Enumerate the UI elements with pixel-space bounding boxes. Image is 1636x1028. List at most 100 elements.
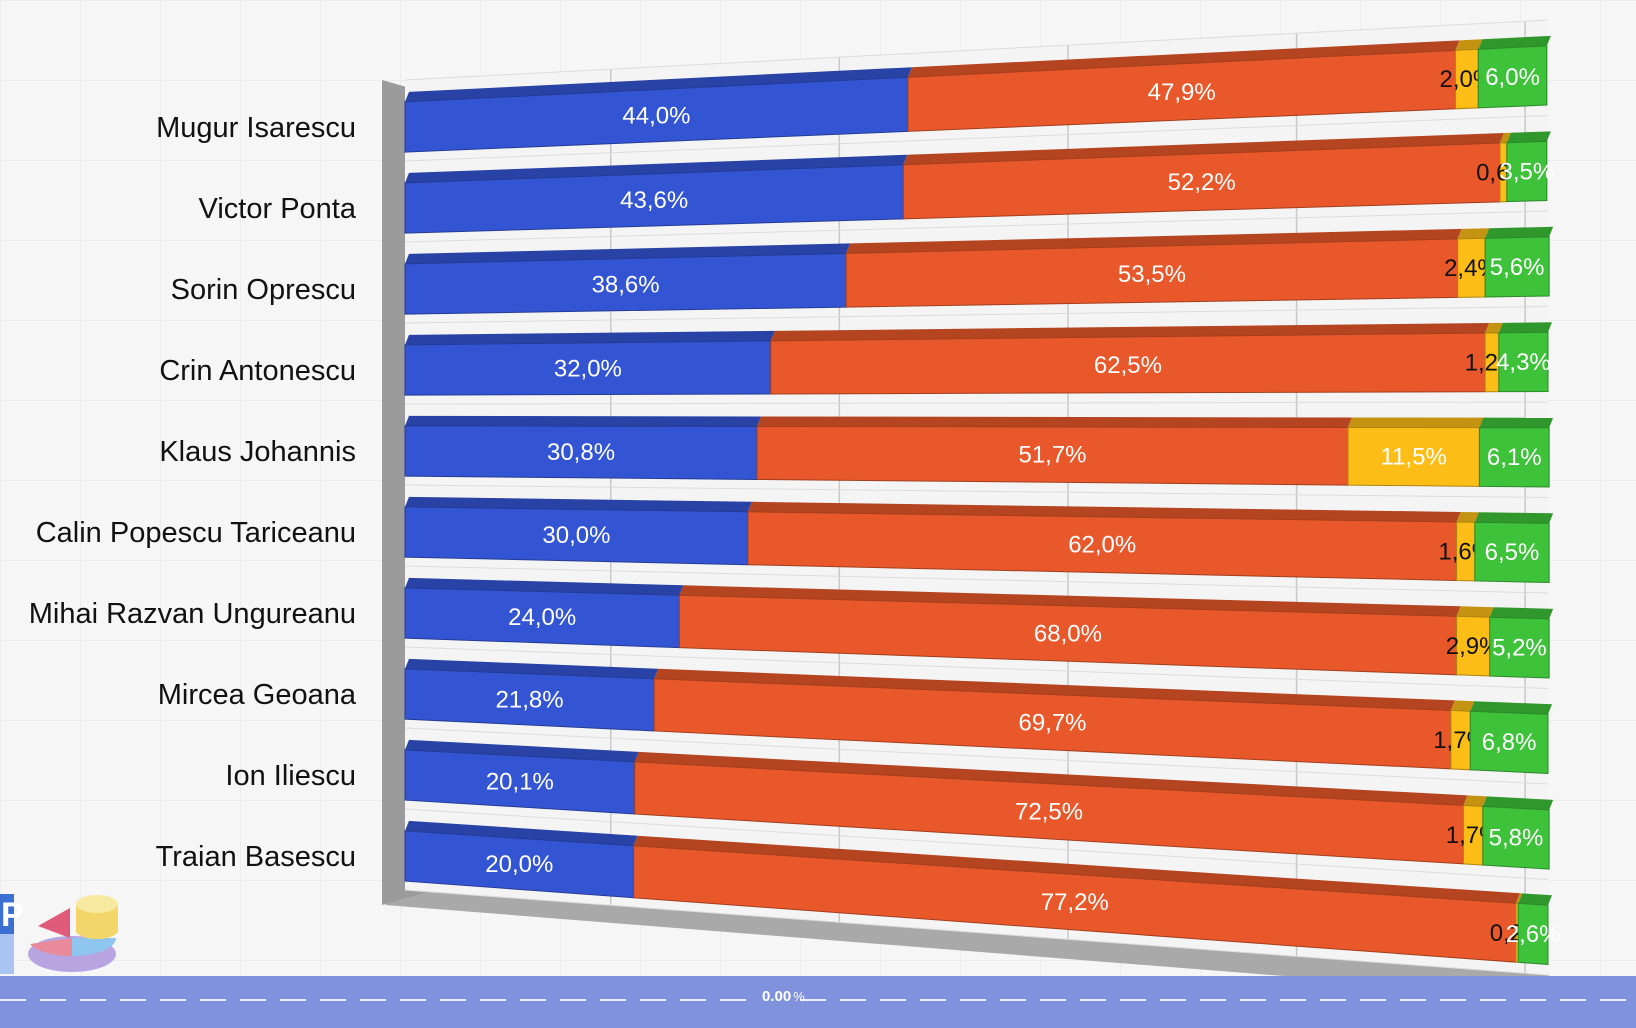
- bar-value-label: 68,0%: [1034, 621, 1102, 648]
- bar-value-label: 53,5%: [1118, 261, 1186, 288]
- bar-segment: [1489, 616, 1550, 679]
- bar-segment: [1469, 710, 1549, 775]
- bar-segment: [1484, 236, 1550, 298]
- bar-segment-top: [1482, 796, 1554, 810]
- bar-segment-top: [1474, 512, 1554, 524]
- bar-value-label: 6,0%: [1485, 64, 1540, 91]
- category-label: Calin Popescu Tariceanu: [36, 517, 356, 549]
- bar-segment: [1482, 805, 1550, 870]
- gridline: [404, 115, 1549, 162]
- bar-value-label: 72,5%: [1015, 798, 1083, 825]
- bar-segment-top: [405, 577, 684, 596]
- bar-value-label: 21,8%: [496, 686, 564, 713]
- gridline: [404, 484, 1549, 498]
- bar-segment: [1478, 427, 1550, 488]
- bar-value-label: 2,6%: [1506, 921, 1561, 948]
- bar-value-label: 24,0%: [508, 604, 576, 631]
- bar-segment-top: [1485, 226, 1554, 239]
- gridline: [404, 306, 1549, 324]
- bar-segment-top: [907, 40, 1460, 78]
- bar-segment-top: [634, 751, 1468, 806]
- bar-value-label: 3,5%: [1500, 159, 1555, 186]
- svg-text:P: P: [1, 896, 24, 934]
- bar-value-label: 4,3%: [1496, 349, 1551, 376]
- bar-segment-top: [1489, 607, 1554, 619]
- category-label: Ion Iliescu: [225, 760, 356, 792]
- bar-segment-top: [1463, 795, 1487, 807]
- bar-segment-top: [1455, 39, 1483, 51]
- bar-value-label: 44,0%: [622, 103, 690, 130]
- bar-segment-top: [405, 243, 851, 264]
- bar-value-label: 43,6%: [620, 187, 688, 214]
- bar-value-label: 77,2%: [1041, 889, 1109, 916]
- bar-segment-top: [770, 322, 1490, 341]
- footer-band: [0, 976, 1636, 1028]
- category-label: Mircea Geoana: [158, 679, 357, 711]
- bar-value-label: 6,8%: [1482, 729, 1537, 756]
- bar-segment-top: [405, 658, 659, 679]
- bar-segment-top: [1515, 893, 1523, 904]
- bar-segment: [1477, 45, 1548, 109]
- bar-segment: [1506, 140, 1548, 203]
- bar-segment-top: [903, 133, 1504, 165]
- bar-segment-top: [1470, 701, 1552, 715]
- bar-segment-top: [1456, 606, 1494, 618]
- bar-value-label: 62,5%: [1094, 352, 1162, 379]
- bar-value-label: 51,7%: [1018, 442, 1086, 469]
- bar-segment-top: [654, 668, 1455, 711]
- bar-segment-top: [405, 739, 639, 762]
- bar-segment-top: [1498, 322, 1552, 333]
- bar-segment-top: [757, 416, 1352, 428]
- bar-segment-top: [1518, 893, 1552, 906]
- gridline: [404, 19, 1549, 81]
- gridline: [404, 889, 1549, 976]
- bar-segment-top: [633, 835, 1520, 904]
- bar-segment-top: [1479, 417, 1554, 428]
- bar-value-label: 5,6%: [1490, 254, 1545, 281]
- bar-value-label: 5,8%: [1489, 825, 1544, 852]
- gridline: [404, 401, 1549, 405]
- bar-segment-top: [846, 228, 1462, 254]
- category-label: Klaus Johannis: [159, 436, 356, 468]
- bar-segment-top: [405, 67, 912, 102]
- bar-segment-top: [1456, 511, 1479, 523]
- gridline: [404, 727, 1549, 785]
- chart-floor: [385, 890, 1588, 1000]
- bar-value-label: 30,0%: [542, 522, 610, 549]
- bar-value-label: 30,8%: [547, 439, 615, 466]
- bar-value-label: 11,5%: [1381, 444, 1447, 471]
- bar-segment-top: [1485, 322, 1503, 333]
- bar-value-label: 62,0%: [1068, 532, 1136, 559]
- bar-segment-top: [1499, 132, 1511, 144]
- bar-value-label: 6,5%: [1485, 539, 1540, 566]
- bar-segment: [1498, 331, 1549, 393]
- bar-value-label: 38,6%: [592, 272, 660, 299]
- bar-value-label: 47,9%: [1148, 79, 1216, 106]
- bar-segment-top: [747, 501, 1461, 522]
- bar-value-label: 6,1%: [1487, 444, 1542, 471]
- category-label: Sorin Oprescu: [171, 274, 356, 306]
- bar-segment: [1474, 521, 1550, 584]
- bar-value-label: 32,0%: [554, 356, 622, 383]
- bar-value-label: 52,2%: [1168, 169, 1236, 196]
- gridline: [404, 565, 1549, 594]
- bar-segment-top: [1478, 35, 1551, 50]
- bar-segment: [1517, 902, 1549, 966]
- category-label: Crin Antonescu: [159, 355, 356, 387]
- bar-value-label: 69,7%: [1018, 709, 1086, 736]
- footer-readout: 0.00%: [760, 988, 805, 1005]
- footer-unit: %: [793, 989, 805, 1004]
- footer-value: 0.00: [760, 988, 794, 1005]
- category-label: Mihai Razvan Ungureanu: [29, 598, 356, 630]
- gridline: [404, 210, 1549, 243]
- bar-value-label: 20,1%: [486, 768, 554, 795]
- category-label: Traian Basescu: [156, 841, 356, 873]
- logo-pie-icon: P: [0, 894, 118, 974]
- bar-segment-top: [405, 820, 638, 846]
- bar-segment-top: [1347, 417, 1484, 428]
- bar-segment-top: [1450, 700, 1475, 712]
- bar-segment-top: [405, 154, 908, 183]
- bar-segment-top: [1457, 228, 1490, 239]
